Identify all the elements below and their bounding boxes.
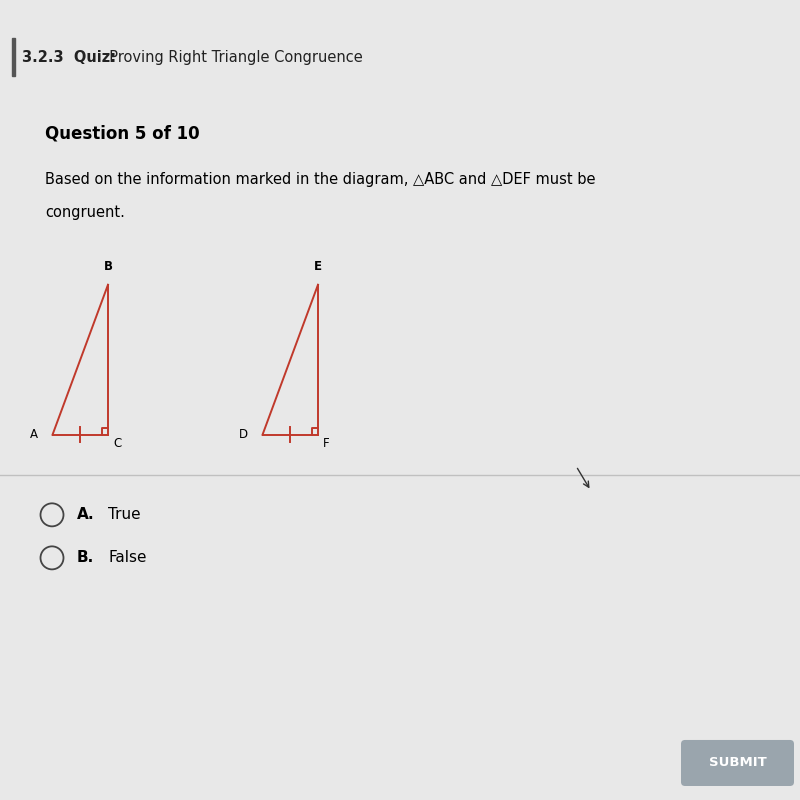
Text: Question 5 of 10: Question 5 of 10 <box>45 125 200 142</box>
Text: E: E <box>314 260 322 273</box>
Text: Based on the information marked in the diagram, △ABC and △DEF must be: Based on the information marked in the d… <box>45 172 595 186</box>
Text: A: A <box>30 428 38 442</box>
Text: F: F <box>323 437 330 450</box>
Text: A.: A. <box>77 507 94 522</box>
Text: Proving Right Triangle Congruence: Proving Right Triangle Congruence <box>100 50 362 65</box>
Text: 3.2.3  Quiz:: 3.2.3 Quiz: <box>22 50 117 65</box>
Text: False: False <box>108 550 146 566</box>
Text: B.: B. <box>77 550 94 566</box>
Text: B: B <box>103 260 113 273</box>
Bar <box>12 38 15 76</box>
Text: SUBMIT: SUBMIT <box>709 757 766 770</box>
Text: True: True <box>108 507 141 522</box>
Text: congruent.: congruent. <box>45 205 125 220</box>
Text: D: D <box>238 428 247 442</box>
FancyBboxPatch shape <box>681 740 794 786</box>
Text: C: C <box>113 437 122 450</box>
